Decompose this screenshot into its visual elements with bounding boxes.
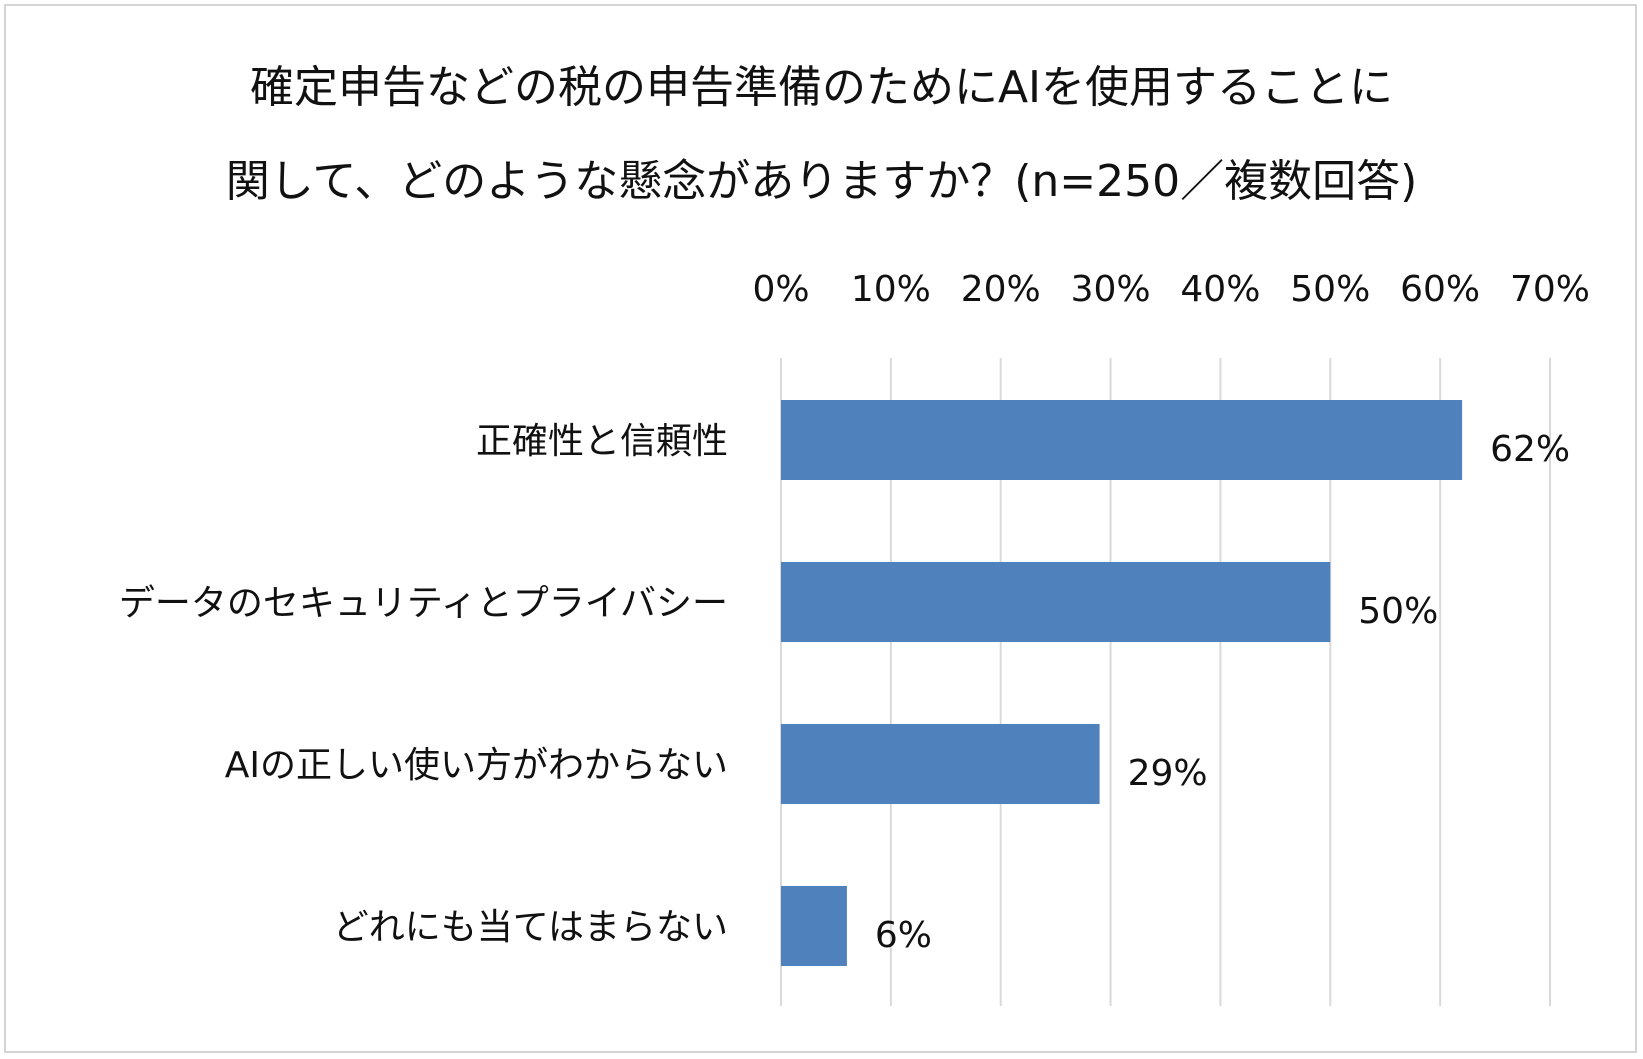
bar [781,724,1100,804]
data-label: 50% [1358,591,1438,632]
data-label: 6% [875,915,932,956]
x-tick-label: 40% [1180,269,1260,310]
chart-title-line-2: 関して、どのような懸念がありますか？(n=250／複数回答) [225,156,1418,207]
bar [781,400,1463,480]
bar [781,562,1331,642]
x-tick-label: 50% [1290,269,1370,310]
data-label: 29% [1128,753,1208,794]
bars [781,400,1463,966]
category-label: どれにも当てはまらない [333,907,728,948]
category-label: データのセキュリティとプライバシー [119,583,728,624]
x-tick-label: 0% [752,269,809,310]
x-tick-label: 60% [1400,269,1480,310]
x-tick-label: 10% [851,269,931,310]
x-tick-label: 20% [961,269,1041,310]
bar [781,886,847,966]
x-tick-label: 30% [1071,269,1151,310]
data-labels: 62% 50% 29% 6% [875,429,1570,956]
data-label: 62% [1490,429,1570,470]
chart-title-line-1: 確定申告などの税の申告準備のためにAIを使用することに [249,62,1394,113]
category-label: AIの正しい使い方がわからない [225,745,728,786]
category-label: 正確性と信頼性 [476,421,728,462]
x-tick-label: 70% [1510,269,1590,310]
chart-frame [4,4,1637,1053]
x-axis-tick-labels: 0% 10% 20% 30% 40% 50% 60% 70% [752,269,1590,310]
